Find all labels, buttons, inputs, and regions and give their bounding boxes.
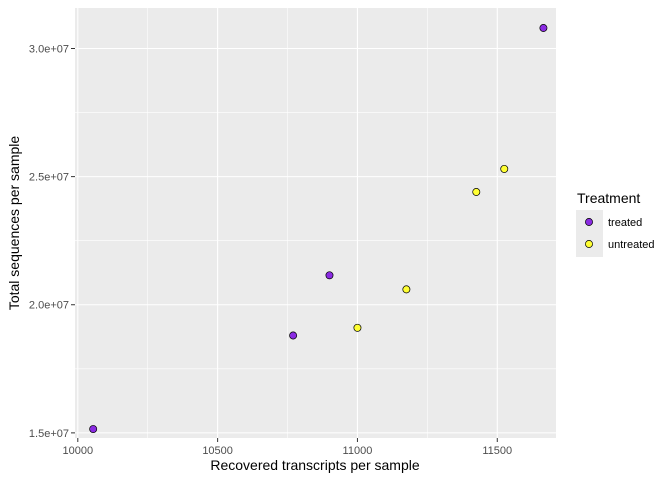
x-tick-label: 11000 bbox=[343, 445, 373, 457]
legend-title: Treatment bbox=[577, 190, 640, 206]
legend-label-untreated: untreated bbox=[608, 239, 654, 251]
y-tick-label: 2.0e+07 bbox=[29, 300, 69, 312]
minor-gridlines bbox=[75, 8, 556, 438]
data-point-untreated bbox=[353, 323, 362, 332]
data-point-untreated bbox=[402, 285, 411, 294]
legend: Treatment treated untreated bbox=[576, 190, 654, 257]
x-tick-label: 10000 bbox=[62, 445, 93, 457]
legend-label-treated: treated bbox=[608, 217, 642, 229]
y-tick-label: 2.5e+07 bbox=[29, 172, 69, 184]
y-tick-label: 3.0e+07 bbox=[29, 43, 69, 55]
data-point-treated bbox=[325, 271, 334, 280]
data-point-treated bbox=[289, 331, 298, 340]
y-tick-label: 1.5e+07 bbox=[29, 428, 69, 440]
data-point-treated bbox=[539, 24, 548, 32]
data-points bbox=[89, 24, 548, 433]
major-gridlines bbox=[75, 8, 556, 438]
x-tick-label: 10500 bbox=[202, 445, 233, 457]
x-tick-label: 11500 bbox=[482, 445, 512, 457]
legend-key-untreated bbox=[585, 240, 593, 248]
y-axis: 1.5e+07 2.0e+07 2.5e+07 3.0e+07 bbox=[29, 43, 75, 440]
x-axis: 10000 10500 11000 11500 bbox=[62, 438, 512, 457]
y-axis-title: Total sequences per sample bbox=[6, 136, 22, 311]
data-point-untreated bbox=[472, 188, 481, 196]
data-point-untreated bbox=[500, 164, 509, 173]
x-axis-title: Recovered transcripts per sample bbox=[210, 457, 420, 473]
data-point-treated bbox=[89, 425, 98, 433]
legend-key-treated bbox=[585, 218, 593, 226]
plot-panel bbox=[75, 8, 556, 438]
